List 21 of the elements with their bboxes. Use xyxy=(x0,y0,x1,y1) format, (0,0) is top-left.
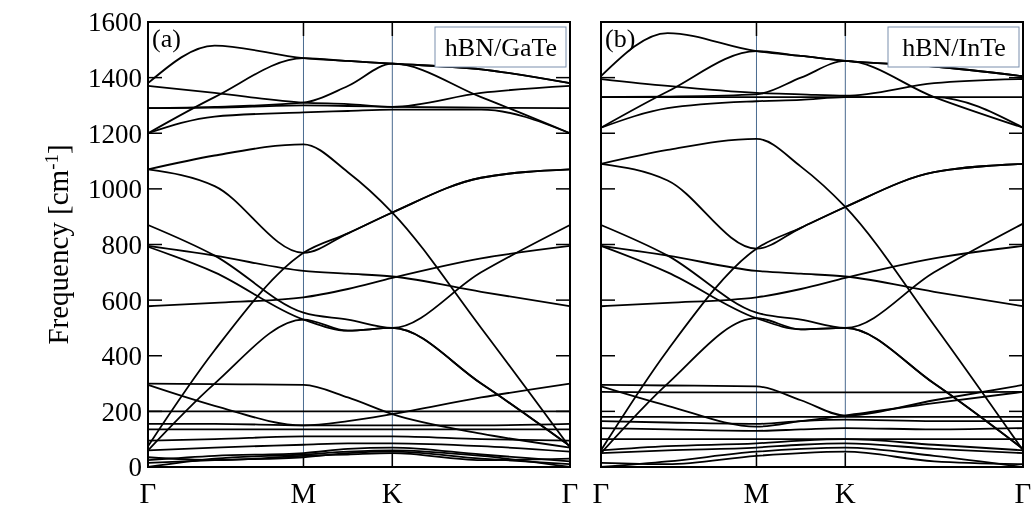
y-tick-label: 400 xyxy=(101,341,142,372)
x-tick-label: Γ xyxy=(561,477,579,509)
x-tick-label: M xyxy=(743,477,770,509)
x-tick-label: M xyxy=(290,477,317,509)
annotation: (a) xyxy=(152,24,181,53)
x-tick-label: Γ xyxy=(139,477,157,509)
y-tick-label: 200 xyxy=(101,396,142,427)
x-tick-label: K xyxy=(834,477,856,509)
annotation: hBN/InTe xyxy=(902,33,1006,62)
y-tick-label: 1200 xyxy=(88,118,142,149)
x-tick-label: Γ xyxy=(1014,477,1032,509)
y-tick-label: 1600 xyxy=(88,7,142,38)
annotation: hBN/GaTe xyxy=(444,33,558,62)
y-tick-label: 600 xyxy=(101,285,142,316)
x-tick-label: Γ xyxy=(592,477,610,509)
y-tick-label: 0 xyxy=(128,452,142,483)
y-tick-label: 800 xyxy=(101,229,142,260)
y-tick-label: 1000 xyxy=(88,174,142,205)
y-tick-label: 1400 xyxy=(88,63,142,94)
annotation: (b) xyxy=(605,24,636,53)
x-tick-label: K xyxy=(381,477,403,509)
